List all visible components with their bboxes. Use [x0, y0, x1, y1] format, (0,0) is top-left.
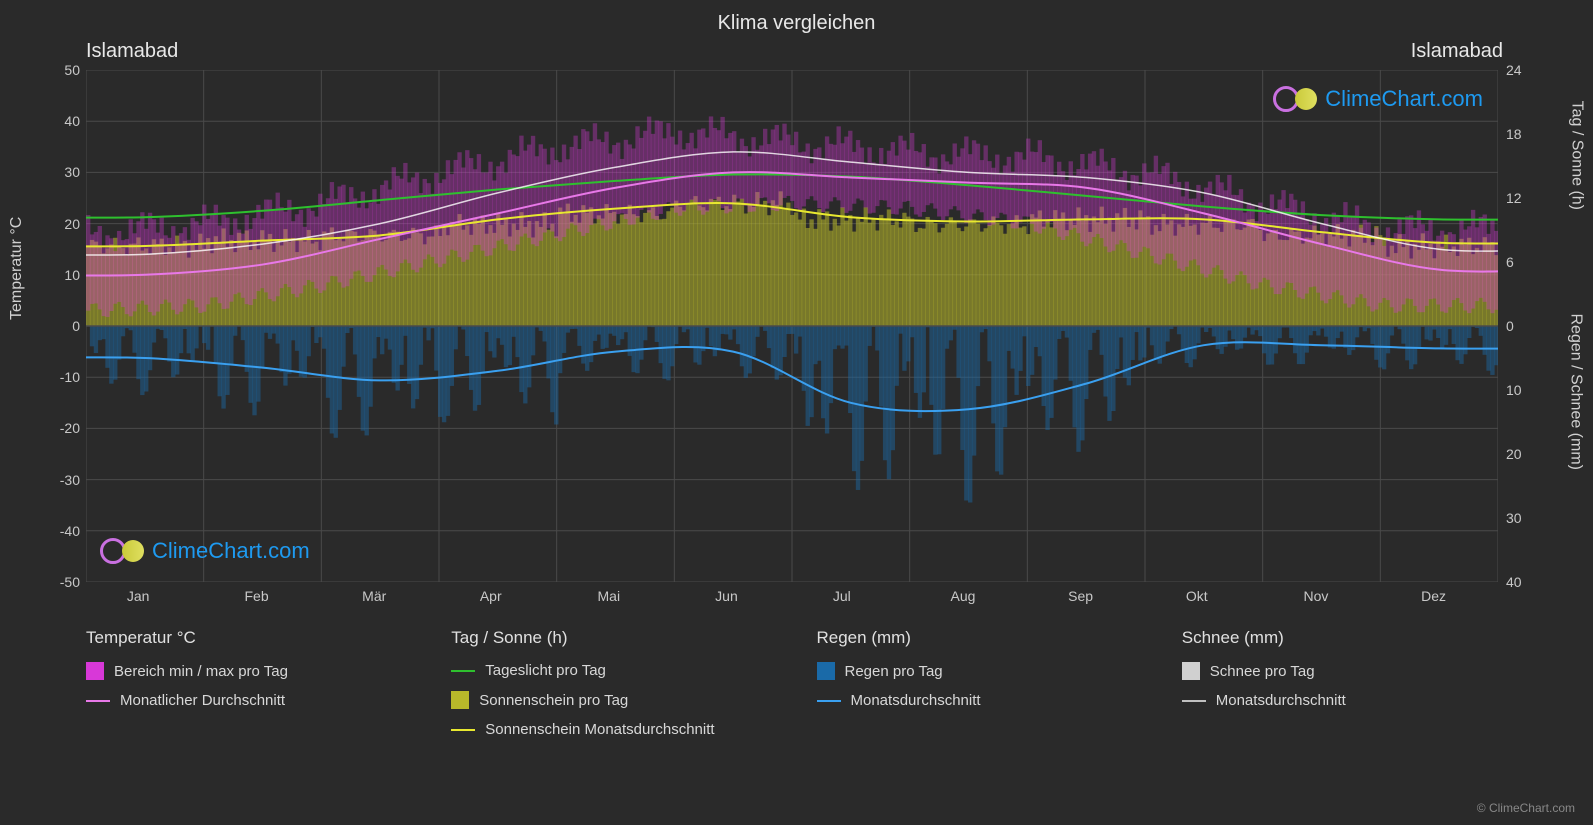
x-tick-month: Apr — [480, 588, 502, 604]
x-tick-month: Jan — [127, 588, 150, 604]
legend-label: Monatsdurchschnitt — [1216, 692, 1346, 709]
y-tick-left: -10 — [52, 369, 80, 385]
x-tick-month: Dez — [1421, 588, 1446, 604]
legend-item: Monatsdurchschnitt — [1182, 692, 1507, 709]
legend-item: Tageslicht pro Tag — [451, 662, 776, 679]
legend-line-swatch — [817, 700, 841, 702]
legend-header: Regen (mm) — [817, 628, 1142, 648]
x-tick-month: Sep — [1068, 588, 1093, 604]
x-tick-month: Okt — [1186, 588, 1208, 604]
legend-label: Schnee pro Tag — [1210, 663, 1315, 680]
x-tick-month: Mär — [362, 588, 386, 604]
y-tick-right-bottom: 20 — [1506, 446, 1522, 462]
y-tick-right-top: 12 — [1506, 190, 1522, 206]
city-label-left: Islamabad — [86, 40, 178, 63]
watermark-text: ClimeChart.com — [152, 538, 310, 564]
legend-label: Bereich min / max pro Tag — [114, 663, 288, 680]
x-tick-month: Feb — [245, 588, 269, 604]
legend-item: Bereich min / max pro Tag — [86, 662, 411, 680]
watermark-bottom: ClimeChart.com — [100, 538, 310, 564]
legend-line-swatch — [86, 700, 110, 702]
legend-item: Monatsdurchschnitt — [817, 692, 1142, 709]
legend-group: Regen (mm) Regen pro Tag Monatsdurchschnit… — [817, 628, 1142, 750]
city-label-right: Islamabad — [1411, 40, 1503, 63]
legend-label: Monatlicher Durchschnitt — [120, 692, 285, 709]
legend-group: Schnee (mm) Schnee pro Tag Monatsdurchschn… — [1182, 628, 1507, 750]
y-tick-left: -50 — [52, 574, 80, 590]
y-tick-left: -20 — [52, 420, 80, 436]
legend-label: Sonnenschein pro Tag — [479, 692, 628, 709]
y-tick-left: 10 — [52, 267, 80, 283]
x-tick-month: Jun — [715, 588, 738, 604]
legend: Temperatur °C Bereich min / max pro Tag Mo… — [86, 628, 1507, 750]
legend-header: Schnee (mm) — [1182, 628, 1507, 648]
legend-swatch — [451, 691, 469, 709]
chart-title: Klima vergleichen — [0, 0, 1593, 35]
y-axis-left-label: Temperatur °C — [8, 217, 26, 320]
legend-item: Sonnenschein pro Tag — [451, 691, 776, 709]
watermark-top: ClimeChart.com — [1273, 86, 1483, 112]
legend-header: Temperatur °C — [86, 628, 411, 648]
y-tick-right-top: 6 — [1506, 254, 1514, 270]
x-tick-month: Aug — [951, 588, 976, 604]
legend-group: Tag / Sonne (h) Tageslicht pro Tag Sonnens… — [451, 628, 776, 750]
watermark-logo-sun — [122, 540, 144, 562]
legend-item: Regen pro Tag — [817, 662, 1142, 680]
watermark-text: ClimeChart.com — [1325, 86, 1483, 112]
watermark-logo-sun — [1295, 88, 1317, 110]
legend-swatch — [817, 662, 835, 680]
legend-label: Regen pro Tag — [845, 663, 943, 680]
legend-header: Tag / Sonne (h) — [451, 628, 776, 648]
y-tick-left: 0 — [52, 318, 80, 334]
legend-label: Tageslicht pro Tag — [485, 662, 606, 679]
y-tick-left: -30 — [52, 472, 80, 488]
legend-swatch — [1182, 662, 1200, 680]
climate-chart: Klima vergleichen Islamabad Islamabad Te… — [0, 0, 1593, 825]
legend-swatch — [86, 662, 104, 680]
y-tick-right-bottom: 10 — [1506, 382, 1522, 398]
y-tick-left: 20 — [52, 216, 80, 232]
y-tick-right-top: 18 — [1506, 126, 1522, 142]
x-tick-month: Nov — [1304, 588, 1329, 604]
plot-area — [86, 70, 1498, 582]
x-tick-month: Mai — [598, 588, 621, 604]
y-tick-left: 50 — [52, 62, 80, 78]
plot-svg — [86, 70, 1498, 582]
legend-line-swatch — [451, 729, 475, 731]
y-tick-left: 40 — [52, 113, 80, 129]
legend-item: Schnee pro Tag — [1182, 662, 1507, 680]
legend-label: Sonnenschein Monatsdurchschnitt — [485, 721, 714, 738]
copyright: © ClimeChart.com — [1477, 801, 1575, 815]
y-tick-right-top: 0 — [1506, 318, 1514, 334]
legend-item: Monatlicher Durchschnitt — [86, 692, 411, 709]
y-tick-right-bottom: 40 — [1506, 574, 1522, 590]
legend-item: Sonnenschein Monatsdurchschnitt — [451, 721, 776, 738]
y-tick-left: -40 — [52, 523, 80, 539]
y-tick-right-bottom: 30 — [1506, 510, 1522, 526]
legend-group: Temperatur °C Bereich min / max pro Tag Mo… — [86, 628, 411, 750]
legend-line-swatch — [1182, 700, 1206, 702]
y-tick-right-top: 24 — [1506, 62, 1522, 78]
x-tick-month: Jul — [833, 588, 851, 604]
y-axis-right-top-label: Tag / Sonne (h) — [1567, 101, 1585, 210]
legend-label: Monatsdurchschnitt — [851, 692, 981, 709]
y-tick-left: 30 — [52, 164, 80, 180]
y-axis-right-bottom-label: Regen / Schnee (mm) — [1567, 313, 1585, 470]
legend-line-swatch — [451, 670, 475, 672]
